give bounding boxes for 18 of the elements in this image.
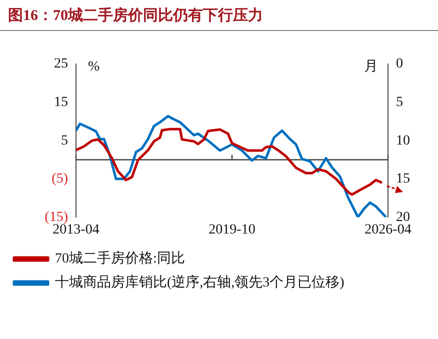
y-tick-label: 5 [61,133,68,148]
y-tick-label: 25 [54,56,68,72]
y2-tick-label: 5 [396,94,403,110]
chart-title: 图16：70城二手房价同比仍有下行压力 [8,6,263,25]
x-tick-label: 2013-04 [52,222,100,238]
y2-tick-label: 0 [396,56,403,72]
y2-tick-label: 20 [396,210,410,225]
y-tick-label: 15 [54,94,68,110]
legend-label: 70城二手房价格:同比 [55,250,185,267]
y2-tick-label: 15 [396,172,410,187]
legend-label: 十城商品房库销比(逆序,右轴,领先3个月已位移) [55,274,345,291]
x-tick-label: 2019-10 [208,222,256,238]
x-tick-label: 2026-04 [364,222,412,238]
y2-axis-title: 月 [364,60,378,75]
y-axis-title: % [88,60,100,75]
y-tick-label: (15) [44,210,68,225]
y-tick-label: (5) [52,172,68,187]
y2-tick-label: 10 [396,133,410,148]
